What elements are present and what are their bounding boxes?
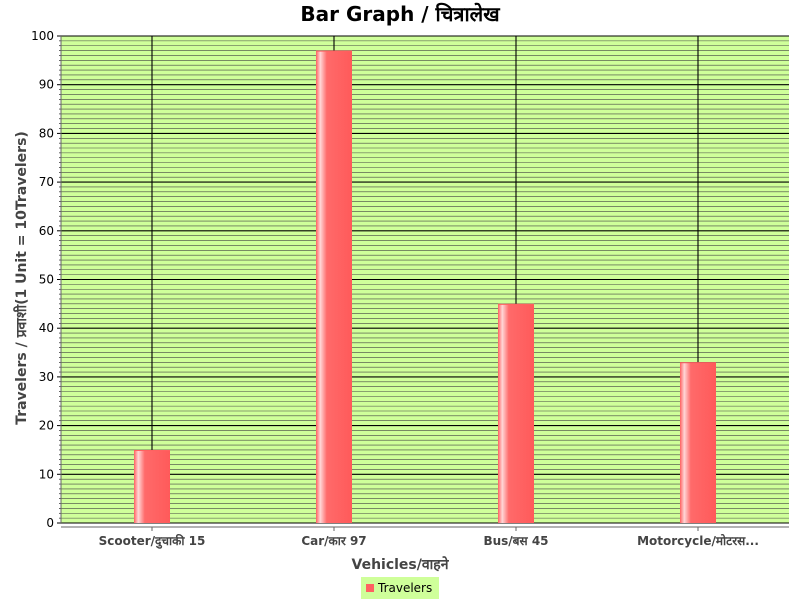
bar xyxy=(134,449,170,523)
y-tick-label: 10 xyxy=(39,467,54,481)
y-tick-label: 90 xyxy=(39,78,54,92)
y-tick-label: 30 xyxy=(39,370,54,384)
y-tick-label: 50 xyxy=(39,273,54,287)
y-tick-label: 80 xyxy=(39,126,54,140)
bar xyxy=(498,303,534,523)
y-tick-label: 100 xyxy=(31,29,54,43)
x-category-label: Car/कार 97 xyxy=(301,534,366,548)
bars xyxy=(134,50,716,524)
grid-lines xyxy=(61,35,789,524)
axes: 0 10 20 30 40 50 60 70 80 90 100 Scooter/दुचाकी 15 C… xyxy=(31,29,789,549)
y-tick-label: 0 xyxy=(46,516,54,530)
legend-swatch xyxy=(366,584,374,592)
y-tick-label: 20 xyxy=(39,419,54,433)
y-tick-label: 40 xyxy=(39,321,54,335)
legend-box xyxy=(361,577,439,599)
legend-label: Travelers xyxy=(377,581,432,595)
bar xyxy=(680,362,716,523)
chart-title: Bar Graph / चित्रालेख xyxy=(300,2,501,26)
y-axis-title: Travelers / प्रवाशी(1 Unit = 10Travelers… xyxy=(13,131,30,425)
x-category-label: Bus/बस 45 xyxy=(483,534,548,548)
x-category-label: Motorcycle/मोटरस... xyxy=(637,534,759,548)
legend: Travelers xyxy=(361,577,439,599)
bar xyxy=(316,50,352,524)
y-tick-label: 70 xyxy=(39,175,54,189)
x-axis-title: Vehicles/वाहने xyxy=(352,556,450,573)
x-category-label: Scooter/दुचाकी 15 xyxy=(99,534,206,549)
y-tick-label: 60 xyxy=(39,224,54,238)
